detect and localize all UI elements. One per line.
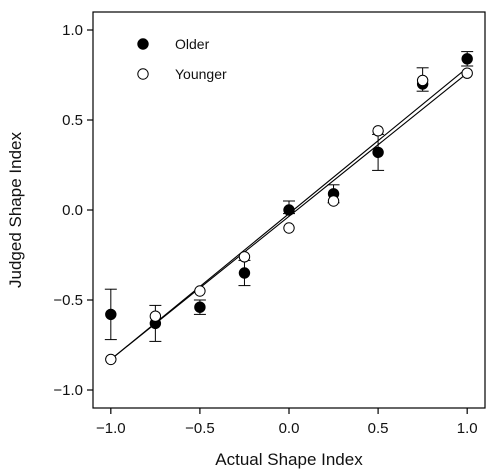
data-point-younger [328,196,338,206]
y-tick-label: 0.0 [62,202,83,219]
x-tick-label: 1.0 [457,420,478,437]
error-bars [105,52,473,342]
legend-marker-younger [138,69,148,79]
legend-marker-older [138,39,148,49]
x-axis-title: Actual Shape Index [215,450,363,469]
y-tick-label: 1.0 [62,22,83,39]
data-point-older [284,205,294,215]
data-point-younger [284,223,294,233]
x-tick-label: −1.0 [96,420,126,437]
data-point-younger [239,252,249,262]
legend: Older Younger [138,36,227,82]
y-tick-label: 0.5 [62,112,83,129]
data-point-older [106,309,116,319]
x-tick-label: −0.5 [185,420,215,437]
x-tick-label: 0.5 [368,420,389,437]
data-points [106,54,473,365]
data-point-younger [373,126,383,136]
legend-label-younger: Younger [175,66,227,82]
fit-line-younger [111,73,467,359]
y-tick-label: −1.0 [53,382,83,399]
data-point-younger [195,286,205,296]
data-point-younger [106,354,116,364]
data-point-older [373,147,383,157]
data-point-younger [462,68,472,78]
y-axis-title: Judged Shape Index [6,132,25,288]
legend-label-older: Older [175,36,210,52]
data-point-older [239,268,249,278]
y-tick-label: −0.5 [53,292,83,309]
data-point-older [462,54,472,64]
data-point-younger [150,311,160,321]
data-point-older [195,302,205,312]
x-tick-label: 0.0 [279,420,300,437]
axis-ticks: −1.0 −0.5 0.0 0.5 1.0 −1.0 −0.5 0.0 0.5 1.0 [53,22,477,437]
data-point-younger [417,75,427,85]
